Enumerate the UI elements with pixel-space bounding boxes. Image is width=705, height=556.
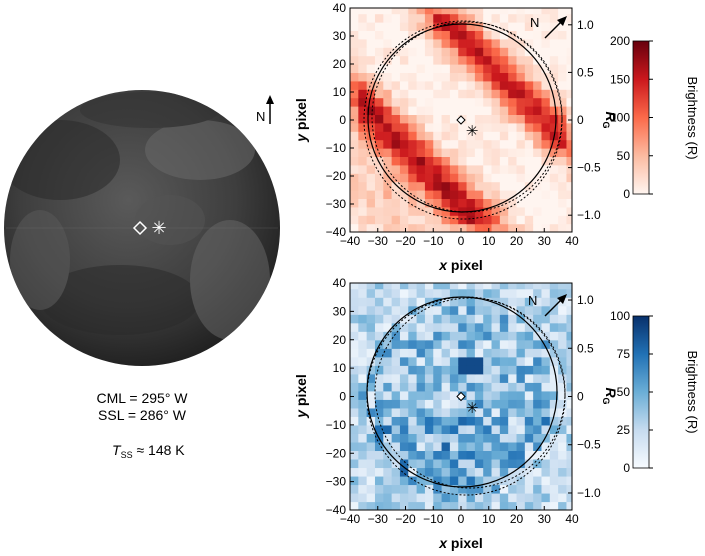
- bottom-y-tick-label: −40: [326, 503, 347, 517]
- top-x-axis-label: x pixel: [438, 257, 483, 273]
- bottom-north-arrow: N: [528, 293, 567, 317]
- bottom-x-ticks: −40 −30 −20 −10 0 10 20 30 40: [340, 506, 579, 526]
- bottom-x-tick-label: −40: [340, 512, 361, 526]
- bottom-colorbar-tick-label: 100: [610, 309, 630, 323]
- bottom-y-tick-label: 0: [339, 390, 346, 404]
- tss-text: TSS ≈ 148 K: [112, 442, 185, 460]
- bottom-x-tick-label: 30: [538, 512, 552, 526]
- top-colorbar-label: Brightness (R): [685, 76, 700, 159]
- globe-star-marker: ✳: [151, 218, 166, 239]
- bottom-x-tick-label: 20: [510, 512, 524, 526]
- bottom-x-tick-label: 10: [482, 512, 496, 526]
- top-colorbar-tick-label: 0: [623, 187, 630, 201]
- bottom-colorbar-tick-label: 50: [617, 385, 631, 399]
- bottom-y-tick-label: 40: [333, 276, 347, 290]
- bottom-right-tick-label: −0.5: [577, 438, 601, 452]
- bottom-x-axis-label: x pixel: [438, 535, 483, 551]
- bottom-heatmap-cells: [350, 283, 572, 510]
- globe-north-indicator: N: [256, 95, 274, 124]
- bottom-y-tick-label: −10: [326, 418, 347, 432]
- top-y-tick-label: 0: [339, 113, 346, 127]
- bottom-right-tick-label: 0.5: [577, 341, 594, 355]
- top-y-tick-label: −10: [326, 141, 347, 155]
- bottom-y-tick-label: 30: [333, 304, 347, 318]
- top-right-tick-label: −1.0: [577, 208, 601, 222]
- top-y-axis-label: y pixel: [293, 98, 309, 143]
- bottom-y-axis-label: y pixel: [293, 374, 309, 419]
- bottom-y-tick-label: 10: [333, 361, 347, 375]
- top-diamond-marker: [456, 115, 466, 125]
- bottom-x-tick-label: −20: [395, 512, 416, 526]
- top-y-tick-label: 20: [333, 57, 347, 71]
- top-right-tick-label: 0.5: [577, 65, 594, 79]
- top-x-ticks: −40 −30 −20 −10 0 10 20 30 40: [340, 228, 579, 248]
- top-x-tick-label: 0: [458, 234, 465, 248]
- top-y-tick-label: 30: [333, 29, 347, 43]
- bottom-x-tick-label: 40: [565, 512, 579, 526]
- top-north-label: N: [530, 15, 539, 30]
- top-colorbar-tick-label: 200: [610, 34, 630, 48]
- top-star-marker: ✳: [466, 122, 479, 140]
- top-colorbar-tick-label: 50: [617, 149, 631, 163]
- bottom-colorbar: 100 75 50 25 0 Brightness (R): [610, 309, 700, 475]
- top-x-tick-label: −20: [395, 234, 416, 248]
- bottom-y-tick-label: 20: [333, 333, 347, 347]
- top-x-tick-label: 30: [538, 234, 552, 248]
- top-x-tick-label: −10: [423, 234, 444, 248]
- cml-text: CML = 295° W: [96, 390, 188, 406]
- top-right-tick-label: 1.0: [577, 18, 594, 32]
- bottom-star-marker: ✳: [466, 399, 479, 417]
- top-y-tick-label: −40: [326, 225, 347, 239]
- top-y-tick-label: −30: [326, 197, 347, 211]
- top-heatmap-cells: [350, 8, 572, 232]
- bottom-colorbar-label: Brightness (R): [685, 350, 700, 433]
- bottom-colorbar-tick-label: 25: [617, 423, 631, 437]
- globe-north-label: N: [256, 109, 265, 124]
- globe-diamond-marker: [132, 220, 148, 236]
- bottom-right-axis-label: RG: [601, 387, 619, 404]
- bottom-north-label: N: [528, 293, 537, 308]
- top-y-ticks: 40 30 20 10 0 −10 −20 −30 −40: [326, 1, 354, 239]
- top-x-tick-label: −40: [340, 234, 361, 248]
- top-y-tick-label: −20: [326, 169, 347, 183]
- top-colorbar-tick-label: 100: [610, 111, 630, 125]
- bottom-colorbar-tick-label: 0: [623, 461, 630, 475]
- top-heatmap-panel: ✳ N −40 −30 −20 −10 0 10 20 30 40 40 30 20 10 0 −10 −2…: [293, 1, 619, 273]
- bottom-y-tick-label: −20: [326, 446, 347, 460]
- top-x-tick-label: 40: [565, 234, 579, 248]
- bottom-x-tick-label: −30: [368, 512, 389, 526]
- top-right-tick-label: −0.5: [577, 161, 601, 175]
- top-x-tick-label: −30: [368, 234, 389, 248]
- bottom-diamond-marker: [456, 391, 466, 402]
- bottom-right-tick-label: −1.0: [577, 486, 601, 500]
- bottom-x-tick-label: −10: [423, 512, 444, 526]
- bottom-y-tick-label: −30: [326, 475, 347, 489]
- top-north-arrow: N: [530, 15, 567, 39]
- top-disk-outline: [367, 23, 557, 213]
- top-colorbar-ticks: 200 150 100 50 0: [610, 34, 653, 201]
- bottom-x-tick-label: 0: [458, 512, 465, 526]
- bottom-right-tick-label: 1.0: [577, 293, 594, 307]
- bottom-right-ticks: 1.0 0.5 0 −0.5 −1.0: [568, 293, 601, 500]
- ssl-text: SSL = 286° W: [98, 407, 187, 423]
- top-y-tick-label: 40: [333, 1, 347, 15]
- top-right-ticks: 1.0 0.5 0 −0.5 −1.0: [568, 18, 601, 222]
- ganymede-globe: ✳: [4, 90, 280, 366]
- top-right-tick-label: 0: [577, 113, 584, 127]
- bottom-colorbar-ticks: 100 75 50 25 0: [610, 309, 653, 475]
- top-x-tick-label: 10: [482, 234, 496, 248]
- bottom-right-tick-label: 0: [577, 390, 584, 404]
- bottom-y-ticks: 40 30 20 10 0 −10 −20 −30 −40: [326, 276, 354, 517]
- bottom-disk-outline: [366, 296, 558, 488]
- bottom-heatmap-panel: ✳ N −40 −30 −20 −10 0 10 20 30 40 40 30 20 10 0 −10 −2…: [293, 276, 619, 551]
- top-y-tick-label: 10: [333, 85, 347, 99]
- top-x-tick-label: 20: [510, 234, 524, 248]
- bottom-colorbar-tick-label: 75: [617, 347, 631, 361]
- top-right-axis-label: RG: [601, 111, 619, 128]
- top-colorbar-tick-label: 150: [610, 72, 630, 86]
- top-colorbar: 200 150 100 50 0 Brightness (R): [610, 34, 700, 201]
